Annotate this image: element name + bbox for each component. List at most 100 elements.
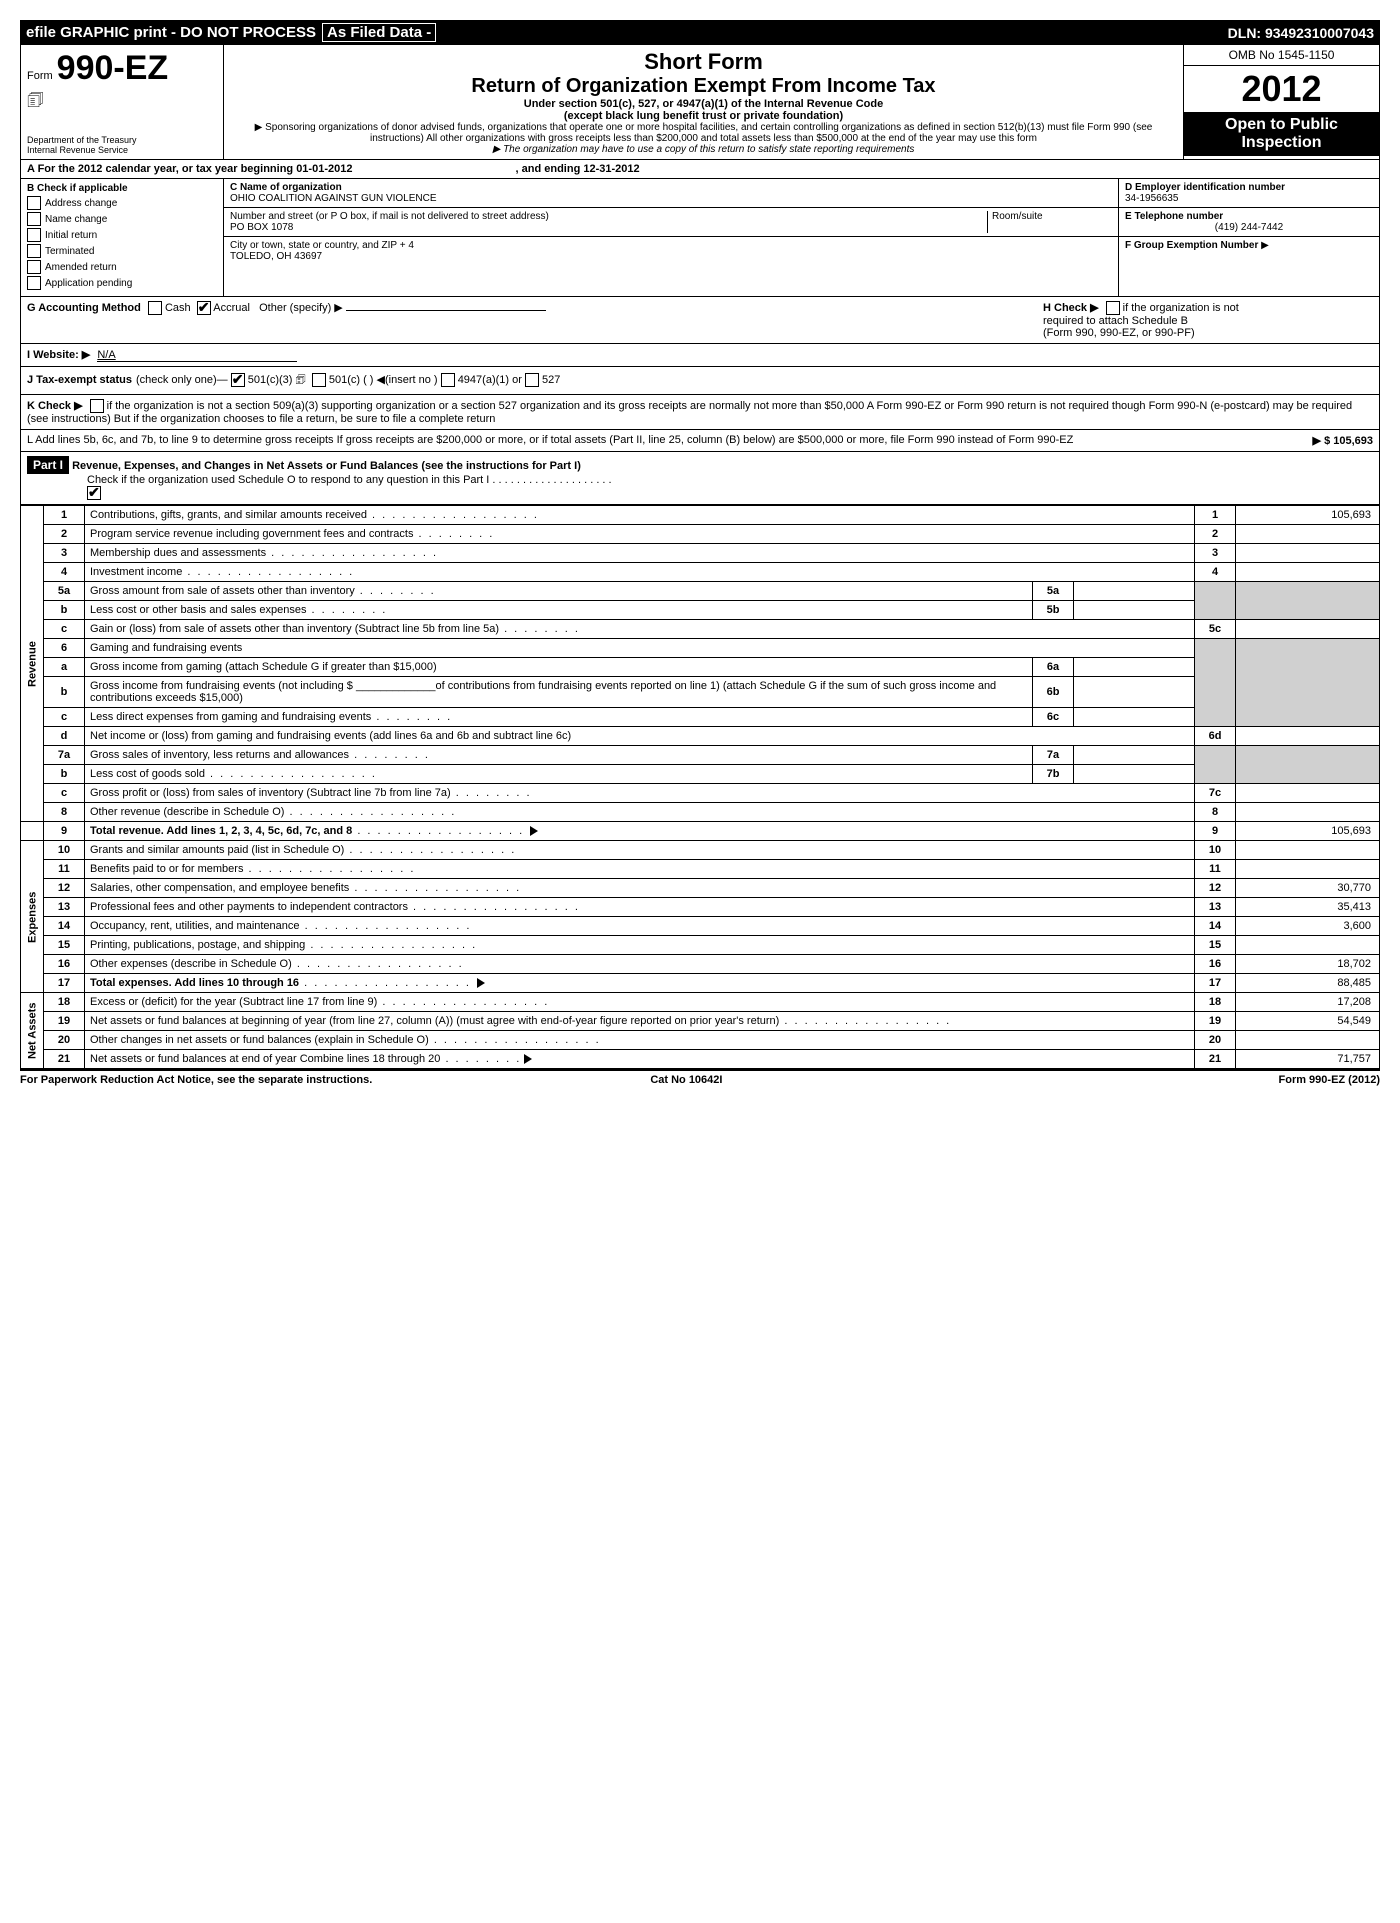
j-501c3: 501(c)(3) [248,374,293,386]
line-13-val: 35,413 [1236,898,1380,917]
f-val: ▶ [1261,240,1269,251]
part-i-check: Check if the organization used Schedule … [87,474,612,486]
chk-initial[interactable] [27,228,41,242]
line-5c-desc: Gain or (loss) from sale of assets other… [90,623,499,635]
netassets-label: Net Assets [21,993,44,1069]
line-2-desc: Program service revenue including govern… [90,528,413,540]
line-20-val [1236,1031,1380,1050]
line-18-desc: Excess or (deficit) for the year (Subtra… [90,996,377,1008]
line-8-val [1236,803,1380,822]
phone: (419) 244-7442 [1125,222,1373,233]
line-1-val: 105,693 [1236,506,1380,525]
line-17-desc: Total expenses. Add lines 10 through 16 [90,977,299,989]
other-line [346,310,546,311]
j-501c: 501(c) ( ) ◀(insert no ) [329,374,438,386]
chk-501c3[interactable] [231,373,245,387]
state-text: ▶ The organization may have to use a cop… [232,144,1175,155]
short-form: Short Form [232,49,1175,75]
footer-right: Form 990-EZ (2012) [1279,1074,1380,1086]
line-19-desc: Net assets or fund balances at beginning… [90,1015,779,1027]
chk-h[interactable] [1106,301,1120,315]
chk-pending[interactable] [27,276,41,290]
website: N/A [97,349,297,362]
arrow-icon [524,1054,532,1064]
form-number: 990-EZ [57,49,169,88]
line-9-desc: Total revenue. Add lines 1, 2, 3, 4, 5c,… [90,825,352,837]
line-5c-val [1236,620,1380,639]
dln: DLN: 93492310007043 [1228,25,1374,41]
arrow-icon [530,826,538,836]
col-b-header: B Check if applicable [27,183,217,194]
chk-accrual[interactable] [197,301,211,315]
street-label: Number and street (or P O box, if mail i… [230,211,987,222]
room-label: Room/suite [987,211,1112,233]
line-16-desc: Other expenses (describe in Schedule O) [90,958,292,970]
line-18-val: 17,208 [1236,993,1380,1012]
j-label: J Tax-exempt status [27,374,132,386]
street-val: PO BOX 1078 [230,222,987,233]
l-text: L Add lines 5b, 6c, and 7b, to line 9 to… [27,434,1233,447]
line-11-val [1236,860,1380,879]
line-10-val [1236,841,1380,860]
row-a-end: , and ending 12-31-2012 [516,163,640,175]
line-7a-desc: Gross sales of inventory, less returns a… [90,749,349,761]
c-name-label: C Name of organization [230,182,1112,193]
org-name: OHIO COALITION AGAINST GUN VIOLENCE [230,193,1112,204]
line-16-val: 18,702 [1236,955,1380,974]
open-public: Open to Public [1188,116,1375,134]
expenses-label: Expenses [21,841,44,993]
j-4947: 4947(a)(1) or [458,374,522,386]
line-9-val: 105,693 [1236,822,1380,841]
tax-year: 2012 [1184,66,1379,112]
chk-cash[interactable] [148,301,162,315]
revenue-label: Revenue [21,506,44,822]
line-5b-desc: Less cost or other basis and sales expen… [90,604,306,616]
irs: Internal Revenue Service [27,145,217,155]
chk-address[interactable] [27,196,41,210]
line-5a-desc: Gross amount from sale of assets other t… [90,585,355,597]
f-label: F Group Exemption Number [1125,240,1258,251]
chk-initial-label: Initial return [45,230,97,241]
h-if: if the organization is not [1123,302,1239,314]
line-7b-desc: Less cost of goods sold [90,768,205,780]
chk-501c[interactable] [312,373,326,387]
chk-527[interactable] [525,373,539,387]
line-4-desc: Investment income [90,566,182,578]
line-6b-desc: Gross income from fundraising events (no… [85,677,1033,708]
line-6c-desc: Less direct expenses from gaming and fun… [90,711,371,723]
chk-amended-label: Amended return [45,262,117,273]
chk-terminated[interactable] [27,244,41,258]
line-12-desc: Salaries, other compensation, and employ… [90,882,349,894]
chk-terminated-label: Terminated [45,246,94,257]
chk-name[interactable] [27,212,41,226]
accrual-label: Accrual [213,302,250,314]
line-8-desc: Other revenue (describe in Schedule O) [90,806,284,818]
line-6d-val [1236,727,1380,746]
line-17-val: 88,485 [1236,974,1380,993]
arrow-icon [477,978,485,988]
line-12-val: 30,770 [1236,879,1380,898]
chk-name-label: Name change [45,214,107,225]
line-6d-desc: Net income or (loss) from gaming and fun… [85,727,1195,746]
line-10-desc: Grants and similar amounts paid (list in… [90,844,344,856]
chk-4947[interactable] [441,373,455,387]
form-word: Form [27,70,53,82]
footer-left: For Paperwork Reduction Act Notice, see … [20,1074,372,1086]
j-note: (check only one)— [136,374,228,386]
chk-k[interactable] [90,399,104,413]
row-a-begin: A For the 2012 calendar year, or tax yea… [27,163,352,175]
line-7c-val [1236,784,1380,803]
chk-amended[interactable] [27,260,41,274]
d-label: D Employer identification number [1125,182,1373,193]
line-1-desc: Contributions, gifts, grants, and simila… [90,509,367,521]
city-val: TOLEDO, OH 43697 [230,251,1112,262]
dept-treasury: Department of the Treasury [27,135,217,145]
line-6-desc: Gaming and fundraising events [85,639,1195,658]
part-i-header: Part I [27,456,69,474]
chk-part-i[interactable] [87,486,101,500]
other-label: Other (specify) ▶ [259,302,343,314]
line-14-desc: Occupancy, rent, utilities, and maintena… [90,920,300,932]
chk-address-label: Address change [45,198,117,209]
top-bar: efile GRAPHIC print - DO NOT PROCESS As … [20,20,1380,45]
line-19-val: 54,549 [1236,1012,1380,1031]
